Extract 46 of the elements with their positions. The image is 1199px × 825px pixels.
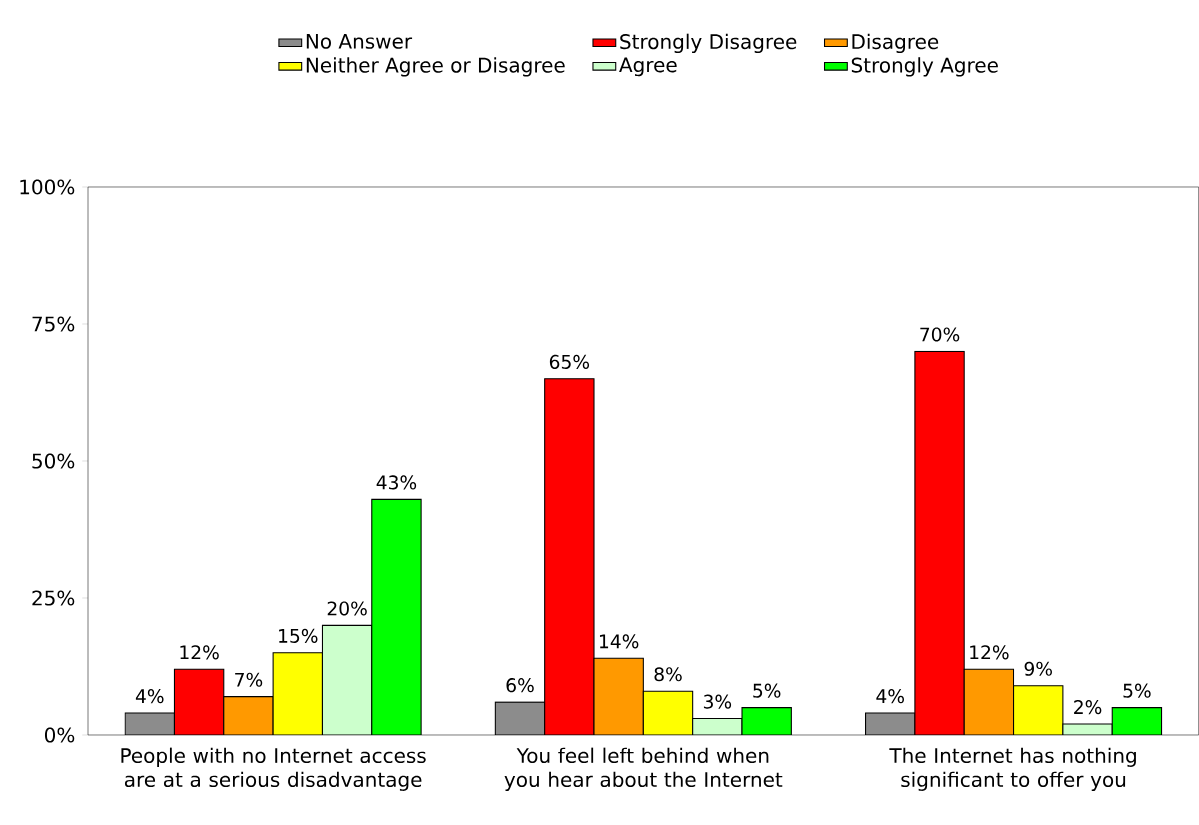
data-label: 3% xyxy=(703,694,732,709)
data-label: 6% xyxy=(506,678,534,693)
bar xyxy=(321,624,373,735)
bar xyxy=(272,652,323,735)
data-label: 20% xyxy=(327,601,367,616)
legend-label: Strongly Disagree xyxy=(620,33,797,54)
data-label: 14% xyxy=(599,634,639,649)
data-label: 15% xyxy=(279,628,318,643)
data-label: 7% xyxy=(235,672,263,687)
data-label: 5% xyxy=(753,683,781,698)
legend-label: Agree xyxy=(619,57,677,77)
data-label: 5% xyxy=(1123,683,1151,698)
bar xyxy=(963,668,1015,735)
bar xyxy=(643,691,693,735)
y-tick-label: 0% xyxy=(44,727,75,743)
y-tick-label: 25% xyxy=(32,590,75,606)
data-label: 9% xyxy=(1024,661,1052,676)
legend-label: Strongly Agree xyxy=(851,57,998,77)
bar xyxy=(1111,707,1163,735)
y-tick-label: 100% xyxy=(20,179,75,195)
data-label: 8% xyxy=(654,667,682,682)
bar xyxy=(223,696,274,735)
legend-label: No Answer xyxy=(306,33,413,49)
data-label: 4% xyxy=(135,689,164,704)
bar xyxy=(742,707,792,735)
y-tick-label: 50% xyxy=(32,453,75,469)
legend-label: Neither Agree or Disagree xyxy=(306,57,565,77)
y-tick-label: 75% xyxy=(32,316,75,332)
bar xyxy=(914,350,965,735)
x-tick-label: You feel left behind when you hear about the Internet xyxy=(504,747,783,791)
data-label: 65% xyxy=(549,354,590,369)
data-label: 70% xyxy=(920,327,960,342)
legend-label: Disagree xyxy=(852,33,939,54)
bar xyxy=(1013,685,1064,735)
data-label: 2% xyxy=(1074,700,1102,715)
bar xyxy=(495,702,545,735)
data-label: 4% xyxy=(876,689,904,704)
data-label: 12% xyxy=(970,645,1009,660)
bar xyxy=(594,658,644,735)
data-label: 43% xyxy=(376,475,417,490)
x-tick-label: People with no Internet access are at a serious disadvantage xyxy=(121,747,426,791)
bar xyxy=(544,378,595,735)
bar xyxy=(173,668,225,735)
x-tick-label: The Internet has nothing significant to offer you xyxy=(889,747,1136,791)
data-label: 12% xyxy=(180,645,219,660)
bar xyxy=(371,498,422,735)
